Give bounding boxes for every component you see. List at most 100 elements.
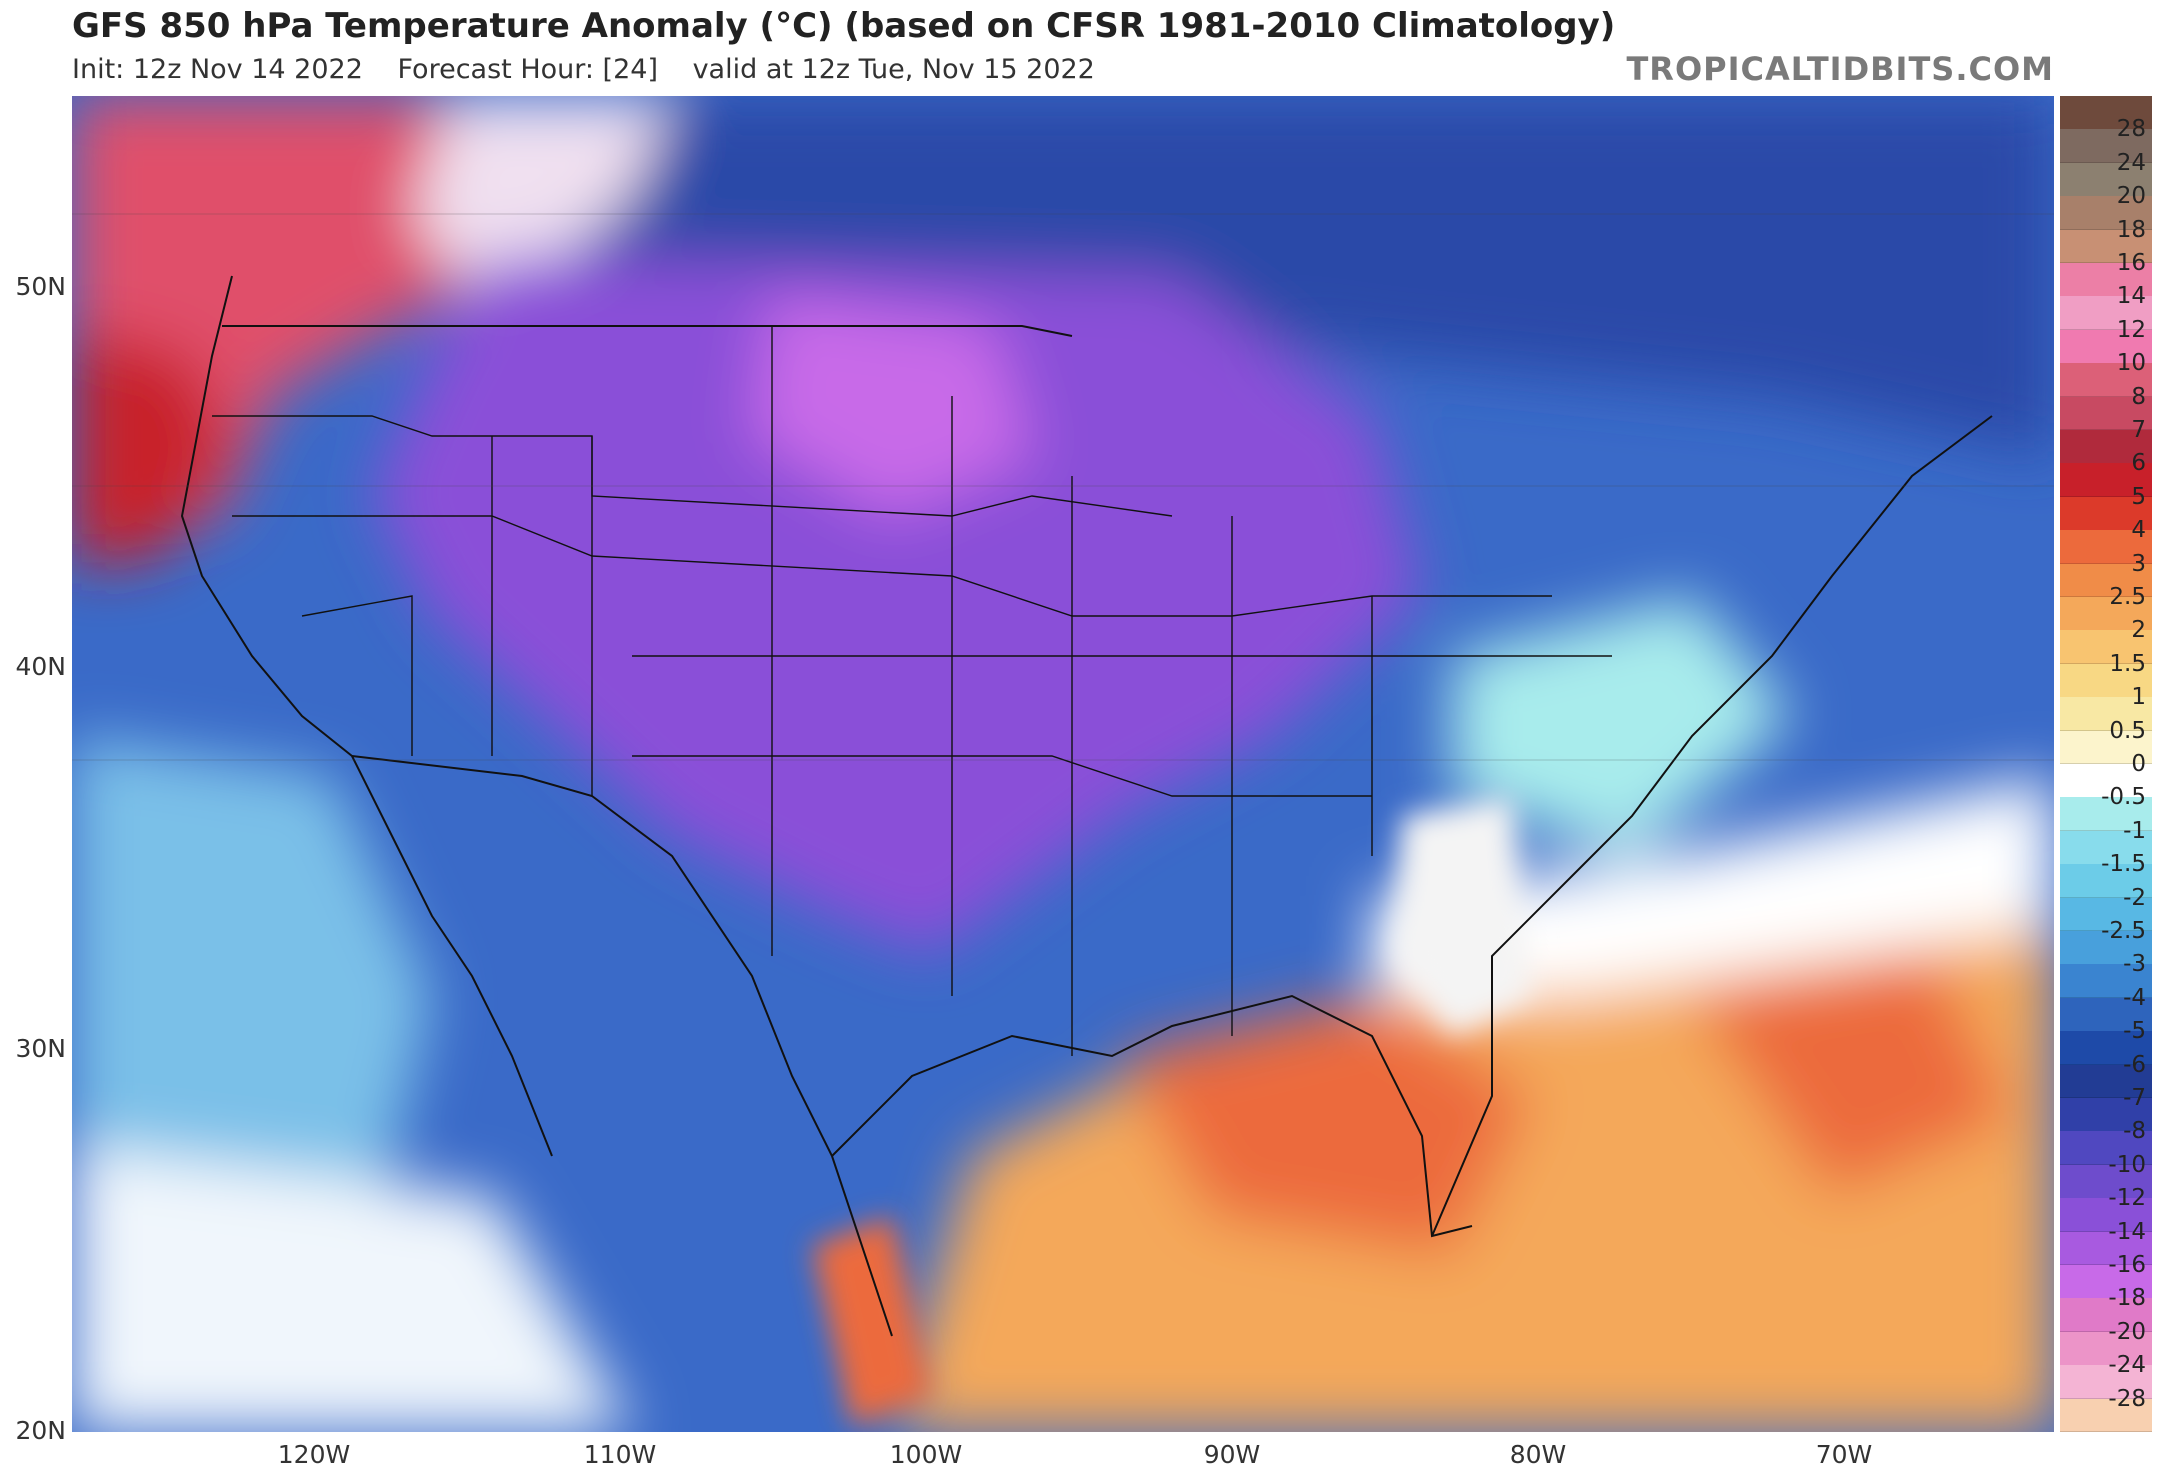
colorbar-swatch [2060,430,2152,464]
colorbar-label: 16 [2116,250,2146,276]
colorbar-label: -28 [2108,1385,2146,1412]
map-title: GFS 850 hPa Temperature Anomaly (°C) (ba… [72,6,1616,46]
colorbar-swatch [2060,1298,2152,1333]
colorbar-swatch [2060,597,2152,631]
transition-ring [412,96,672,316]
colorbar-label: -3 [2123,951,2146,978]
valid-time: valid at 12z Tue, Nov 15 2022 [692,54,1095,85]
colorbar-swatch [2060,1331,2152,1366]
us-mexico-border [351,755,893,1337]
gulf-warm-core [1122,996,1532,1256]
mexico-warm-strip [812,1216,932,1426]
colorbar-swatch [2060,630,2152,665]
colorbar-swatch [2060,396,2152,431]
dakotas-extreme-cold [752,296,1032,516]
pacific-near-normal [72,1146,632,1432]
anomaly-map [72,96,2054,1432]
colorbar-label: 14 [2116,283,2146,310]
lon-label-110w: 110W [583,1440,657,1469]
colorbar-swatch [2060,997,2152,1032]
colorbar-swatch [2060,463,2152,498]
colorbar-swatch [2060,1131,2152,1166]
lat-label-20n: 20N [15,1416,66,1445]
pacific-coastline [180,275,553,1157]
colorbar-swatch [2060,1064,2152,1099]
site-brand: TROPICALTIDBITS.COM [1626,50,2054,88]
colorbar-label: -1.5 [2101,851,2146,878]
anomaly-map-svg [72,96,2054,1432]
colorbar-label: 0.5 [2109,717,2146,744]
colorbar-swatch [2060,1365,2152,1400]
colorbar-label: 7 [2131,417,2146,443]
colorbar-swatch [2060,1398,2152,1433]
colorbar-label: 20 [2116,183,2146,210]
colorbar-label: -18 [2108,1285,2146,1312]
state-lines [212,326,1612,1056]
colorbar-swatch [2060,964,2152,999]
grid-lines [72,213,2054,761]
colorbar-swatch [2060,697,2152,732]
lat-label-40n: 40N [15,652,66,681]
colorbar-swatch [2060,296,2152,331]
colorbar-label: 28 [2116,116,2146,143]
colorbar-swatch [2060,1198,2152,1233]
colorbar-label: -14 [2108,1218,2146,1245]
colorbar-label: -10 [2108,1151,2146,1178]
atlantic-warm-core [1692,956,2012,1196]
lon-label-120w: 120W [277,1440,351,1469]
colorbar-swatch [2060,229,2152,264]
colorbar-label: -7 [2123,1085,2146,1111]
colorbar-label: -5 [2123,1018,2146,1045]
colorbar-swatch [2060,663,2152,698]
atlantic-coastline [1431,415,1993,1237]
colorbar-swatch [2060,563,2152,598]
colorbar-label: 18 [2116,216,2146,243]
colorbar-swatch [2060,196,2152,231]
lon-label-90w: 90W [1203,1440,1261,1469]
colorbar-swatch [2060,363,2152,398]
colorbar-swatch [2060,129,2152,164]
colorbar-swatch [2060,764,2152,798]
north-cold-band [422,96,2054,456]
lat-label-30n: 30N [15,1034,66,1063]
colorbar: 28 24 20 18 16 14 12 10 8 7 6 5 4 3 2.5 2 1.5 1 0.5 0 -0.5 -1… [2060,96,2152,1433]
lon-label-100w: 100W [889,1440,963,1469]
colorbar-label: 6 [2131,450,2146,477]
colorbar-label: -20 [2108,1318,2146,1345]
lon-label-70w: 70W [1815,1440,1873,1469]
colorbar-label: -0.5 [2101,784,2146,811]
colorbar-label: 3 [2131,550,2146,577]
colorbar-label: -24 [2108,1352,2146,1379]
pacific-light-blue [72,736,432,1296]
colorbar-swatch [2060,1031,2152,1066]
colorbar-label: 5 [2131,483,2146,510]
colorbar-swatch [2060,897,2152,932]
colorbar-swatch [2060,931,2152,965]
colorbar-label: -4 [2123,984,2146,1011]
us-canada-border [222,325,1073,337]
carolinas-neutral [1392,796,1532,1036]
boundary-lines [180,275,1993,1337]
colorbar-label: 24 [2116,149,2146,176]
eastern-light-region [1452,596,1792,856]
init-time: Init: 12z Nov 14 2022 [72,54,363,85]
colorbar-label: -2.5 [2101,918,2146,944]
colorbar-swatch [2060,830,2152,865]
colorbar-label: -2 [2123,884,2146,911]
colorbar-swatch [2060,96,2152,130]
colorbar-swatch [2060,530,2152,565]
colorbar-label: 1 [2131,684,2146,711]
lon-label-80w: 80W [1509,1440,1567,1469]
colorbar-label: 8 [2131,383,2146,410]
central-cold-core [372,256,1422,956]
colorbar-label: 0 [2131,751,2146,777]
colorbar-label: -16 [2108,1252,2146,1278]
colorbar-label: -8 [2123,1118,2146,1145]
colorbar-label: 1.5 [2109,650,2146,677]
forecast-hour: Forecast Hour: [24] [397,54,658,85]
colorbar-label: 2.5 [2109,584,2146,610]
atlantic-neutral-band [1372,776,2054,996]
colorbar-label: -1 [2123,817,2146,844]
colorbar-label: 10 [2116,350,2146,377]
colorbar-swatch [2060,1164,2152,1199]
